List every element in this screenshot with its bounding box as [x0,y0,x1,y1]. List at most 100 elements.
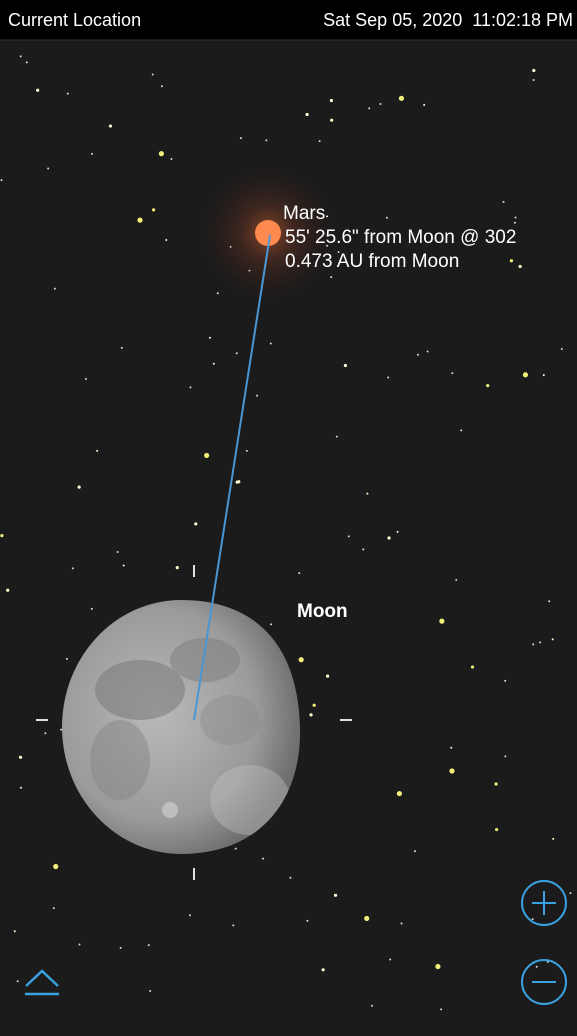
star [539,641,541,643]
star [532,643,534,645]
star [213,363,215,365]
star [389,958,391,960]
star [91,153,93,155]
star [449,768,454,773]
star [117,551,119,553]
star [533,79,535,81]
star [451,372,453,374]
star [519,265,522,268]
datetime-label[interactable]: Sat Sep 05, 2020 11:02:18 PM [323,10,573,30]
star [204,453,209,458]
star [270,343,272,345]
star [159,151,164,156]
star [417,354,419,356]
star [161,85,163,87]
star [256,395,258,397]
star [54,288,56,290]
star [246,450,248,452]
star [123,565,125,567]
star [44,732,46,734]
star [53,864,58,869]
star [569,892,571,894]
star [532,918,534,920]
star [439,619,444,624]
star [20,55,22,57]
star [330,276,332,278]
star [121,347,123,349]
page: Mars 55' 25.6" from Moon @ 302 0.473 AU … [0,0,577,1036]
star [362,548,364,550]
star [423,104,425,106]
star [326,674,329,677]
star [6,589,9,592]
star [232,924,234,926]
star [152,208,155,211]
star [20,787,22,789]
star [109,124,112,127]
star [1,179,3,181]
target-separation: 55' 25.6" from Moon @ 302 [285,227,516,248]
star [387,377,389,379]
star [148,944,150,946]
moon-label: Moon [297,601,348,622]
star [414,850,416,852]
star [504,680,506,682]
star [344,364,347,367]
star [305,113,308,116]
star [309,713,312,716]
location-label[interactable]: Current Location [8,10,141,30]
star [397,791,402,796]
star [399,96,404,101]
star [313,704,316,707]
star [435,964,440,969]
star [235,848,237,850]
star [53,907,55,909]
star [548,600,550,602]
star [510,259,513,262]
star [386,217,388,219]
star [503,201,505,203]
star [190,386,192,388]
star [149,990,151,992]
star [60,729,62,731]
star [236,352,238,354]
star [460,429,462,431]
star [495,828,498,831]
star [72,567,74,569]
star [514,222,516,224]
star [379,103,381,105]
star [170,158,172,160]
star [397,531,399,533]
target-name: Mars [283,203,325,224]
star [532,69,535,72]
star [504,755,506,757]
star [137,218,142,223]
star [298,572,300,574]
star [366,493,368,495]
star [322,968,325,971]
star [67,93,69,95]
star [78,486,81,489]
star [336,436,338,438]
star [152,73,154,75]
star [494,782,497,785]
star [299,657,304,662]
star [96,450,98,452]
star [319,140,321,142]
star [306,920,308,922]
star [368,107,370,109]
star [523,372,528,377]
star [552,638,554,640]
star [26,61,28,63]
star [330,99,333,102]
star [194,522,197,525]
star [552,838,554,840]
star [262,858,264,860]
star [450,747,452,749]
star [536,966,538,968]
star [78,943,80,945]
star [561,348,563,350]
star [17,980,19,982]
star [217,292,219,294]
star [36,89,39,92]
